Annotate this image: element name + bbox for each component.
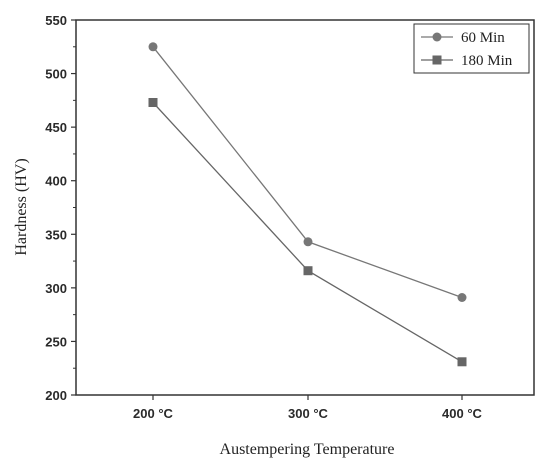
y-tick-label: 500 <box>45 67 67 82</box>
x-axis: 200 °C 300 °C 400 °C <box>133 395 483 421</box>
legend-marker-60-min <box>432 32 442 42</box>
data-point <box>148 42 158 52</box>
data-point <box>303 237 313 247</box>
y-tick-label: 450 <box>45 120 67 135</box>
y-tick-label: 250 <box>45 334 67 349</box>
series-line-1 <box>152 102 463 363</box>
data-point <box>457 357 467 367</box>
data-point <box>303 266 313 276</box>
y-tick-label: 350 <box>45 227 67 242</box>
legend-label-60-min: 60 Min <box>461 30 505 46</box>
data-point <box>148 98 158 107</box>
series-layer <box>148 42 467 367</box>
legend-box <box>413 23 530 74</box>
x-tick-label: 200 °C <box>133 406 174 421</box>
data-point <box>457 293 467 302</box>
x-tick-label: 400 °C <box>442 406 483 421</box>
y-tick-label: 200 <box>45 388 67 403</box>
y-axis-title: Hardness (HV) <box>13 158 30 255</box>
legend: 60 Min 180 Min <box>413 23 530 74</box>
y-axis: 200 250 300 350 400 450 500 550 <box>45 13 76 403</box>
legend-marker-180-min <box>432 55 442 65</box>
x-tick-label: 300 °C <box>288 406 329 421</box>
y-tick-label: 400 <box>45 174 67 189</box>
y-tick-label: 550 <box>45 13 67 28</box>
x-axis-title: Austempering Temperature <box>220 441 395 458</box>
plot-frame <box>75 19 535 396</box>
series-line-0 <box>152 46 463 299</box>
legend-label-180-min: 180 Min <box>461 53 513 69</box>
y-tick-label: 300 <box>45 281 67 296</box>
